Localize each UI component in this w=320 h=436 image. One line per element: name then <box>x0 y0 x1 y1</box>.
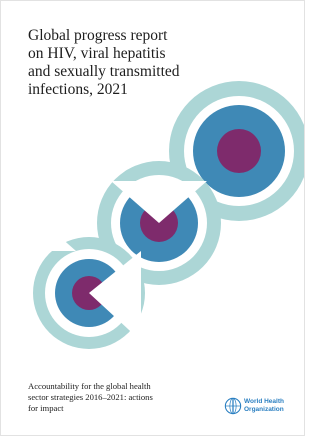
title-line: infections, 2021 <box>28 81 180 99</box>
who-logo <box>224 397 242 415</box>
title-line: on HIV, viral hepatitis <box>28 45 180 63</box>
title-line: and sexually transmitted <box>28 63 180 81</box>
subtitle-line: for impact <box>28 403 153 414</box>
organization-line: World Health <box>244 398 284 406</box>
subtitle-line: Accountability for the global health <box>28 381 153 392</box>
organization-line: Organization <box>244 406 284 414</box>
subtitle-line: sector strategies 2016–2021: actions <box>28 392 153 403</box>
title-line: Global progress report <box>28 27 180 45</box>
